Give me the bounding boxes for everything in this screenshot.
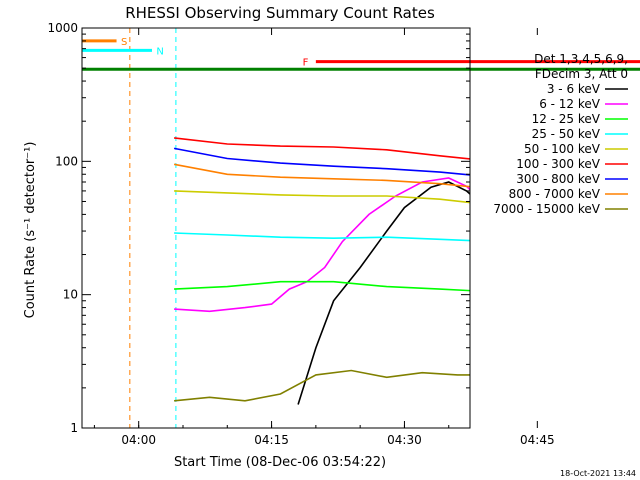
x-tick-label-1: 04:15 (254, 433, 289, 447)
chart-title: RHESSI Observing Summary Count Rates (125, 4, 435, 22)
series-line-8 (174, 369, 470, 402)
y-tick-label-2: 100 (55, 154, 78, 168)
y-tick-label-3: 1000 (47, 21, 78, 35)
status-bar-label-0: S (121, 37, 127, 48)
legend-label-2: 12 - 25 keV (532, 112, 601, 126)
series-line-6 (173, 147, 470, 176)
x-tick-label-3: 04:45 (520, 433, 555, 447)
legend-label-4: 50 - 100 keV (524, 142, 601, 156)
legend-header-line-1: Det 1,3,4,5,6,9, (534, 52, 628, 66)
y-axis: 1 10 100 1000 (47, 21, 470, 435)
series-line-5 (174, 137, 470, 160)
status-bars: SNFRD0RD6 (82, 37, 640, 87)
y-axis-label: Count Rate (s⁻¹ detector⁻¹) (23, 142, 38, 319)
footer-date: 18-Oct-2021 13:44 (560, 469, 636, 478)
legend-label-3: 25 - 50 keV (532, 127, 601, 141)
x-axis-label: Start Time (08-Dec-06 03:54:22) (174, 455, 386, 470)
status-bar-label-2: N (156, 46, 163, 57)
x-tick-label-0: 04:00 (121, 433, 156, 447)
legend-label-5: 100 - 300 keV (516, 157, 600, 171)
series-line-3 (174, 232, 470, 242)
status-bar-label-4: F (303, 58, 309, 69)
plot-frame (81, 27, 471, 429)
legend-label-7: 800 - 7000 keV (509, 187, 601, 201)
legend-header-line-2: FDecim 3, Att 0 (535, 67, 628, 81)
legend-label-8: 7000 - 15000 keV (493, 202, 600, 216)
y-tick-label-1: 10 (63, 288, 78, 302)
x-tick-label-2: 04:30 (387, 433, 422, 447)
series-line-2 (174, 280, 470, 292)
series-line-4 (174, 190, 470, 204)
legend-label-6: 300 - 800 keV (516, 172, 600, 186)
legend-label-1: 6 - 12 keV (539, 97, 601, 111)
vertical-markers (129, 28, 177, 428)
legend-label-0: 3 - 6 keV (547, 82, 601, 96)
legend: Det 1,3,4,5,6,9, FDecim 3, Att 0 3 - 6 k… (493, 52, 628, 216)
y-tick-label-0: 1 (70, 421, 78, 435)
series-line-7 (173, 163, 470, 188)
